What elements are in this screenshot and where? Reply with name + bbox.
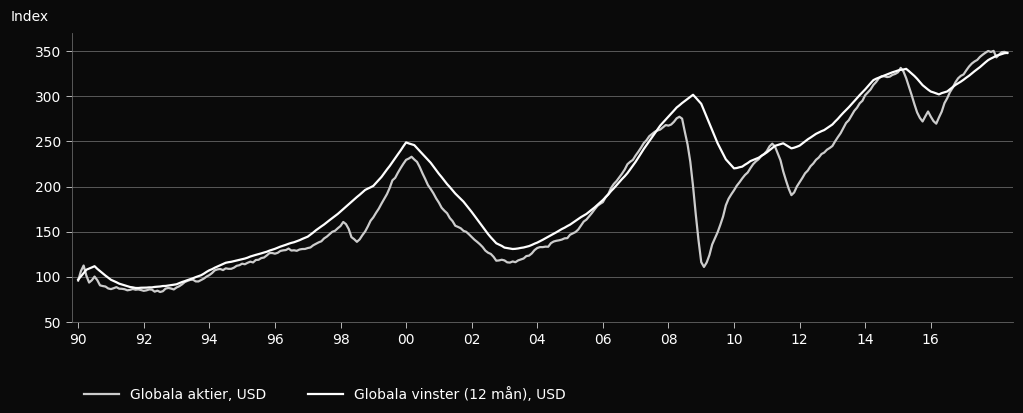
Globala aktier, USD (493, 258, 505, 263)
Line: Globala aktier, USD: Globala aktier, USD (78, 51, 1008, 292)
Globala vinster (12 mån), USD (285, 240, 298, 245)
Globala vinster (12 mån), USD (892, 68, 904, 73)
Globala vinster (12 mån), USD (72, 277, 84, 282)
Globala vinster (12 mån), USD (132, 285, 144, 290)
Globala vinster (12 mån), USD (493, 242, 505, 247)
Globala aktier, USD (285, 248, 298, 253)
Globala aktier, USD (987, 48, 999, 53)
Globala vinster (12 mån), USD (1002, 50, 1014, 55)
Line: Globala vinster (12 mån), USD: Globala vinster (12 mån), USD (78, 53, 1008, 288)
Globala aktier, USD (160, 286, 172, 291)
Globala aktier, USD (124, 287, 136, 292)
Globala vinster (12 mån), USD (160, 283, 172, 288)
Globala vinster (12 mån), USD (870, 76, 882, 81)
Globala aktier, USD (72, 278, 84, 283)
Globala aktier, USD (154, 290, 167, 294)
Globala aktier, USD (870, 80, 882, 85)
Globala vinster (12 mån), USD (124, 285, 136, 290)
Globala aktier, USD (892, 70, 904, 75)
Text: Index: Index (10, 10, 48, 24)
Legend: Globala aktier, USD, Globala vinster (12 mån), USD: Globala aktier, USD, Globala vinster (12… (79, 381, 571, 407)
Globala aktier, USD (1002, 50, 1014, 55)
